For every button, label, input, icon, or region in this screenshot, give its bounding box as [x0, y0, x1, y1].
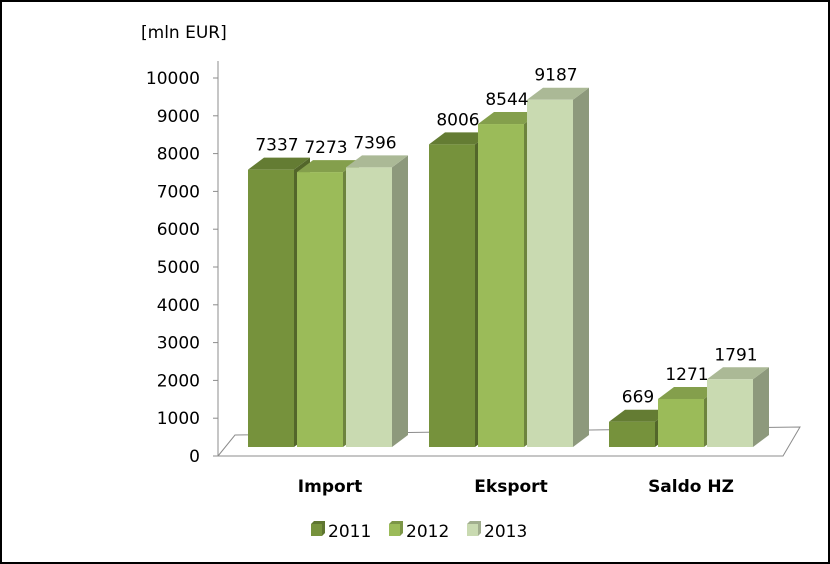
bar-front: [248, 169, 294, 447]
y-tick-label: 1000: [157, 409, 200, 429]
legend-item-2011: 2011: [311, 521, 371, 542]
bar-front: [429, 144, 475, 447]
y-tick-label: 7000: [157, 182, 200, 202]
bar-front: [527, 99, 573, 448]
category-label: Import: [298, 477, 362, 497]
bar-front: [297, 172, 343, 447]
bar-top: [248, 157, 310, 170]
bar-side: [753, 367, 769, 447]
y-tick-label: 8000: [157, 145, 200, 165]
data-label: 1271: [665, 365, 708, 385]
y-tick-label: 9000: [157, 107, 200, 127]
y-tick-label: 2000: [157, 371, 200, 391]
legend-label: 2012: [406, 522, 449, 542]
y-tick-label: 0: [189, 447, 200, 467]
legend-label: 2013: [484, 522, 527, 542]
bar-top: [609, 409, 671, 422]
legend-swatch-front: [311, 524, 322, 536]
bar-import-2013: [346, 155, 408, 447]
bar-top: [527, 87, 589, 100]
y-tick-label: 3000: [157, 334, 200, 354]
bar-eksport-2013: [527, 87, 589, 448]
data-label: 7396: [353, 133, 396, 153]
data-label: 7273: [304, 138, 347, 158]
bar-front: [478, 124, 524, 447]
bar-front: [658, 398, 704, 447]
y-tick-label: 4000: [157, 296, 200, 316]
y-tick-label: 10000: [146, 69, 200, 89]
bar-top: [346, 155, 408, 168]
bar-top: [658, 386, 720, 399]
bar-top: [478, 112, 540, 125]
legend-label: 2011: [328, 522, 371, 542]
y-tick-label: 6000: [157, 220, 200, 240]
bar-saldo-hz-2013: [707, 367, 769, 447]
y-axis-label: [mln EUR]: [141, 23, 227, 43]
bar-top: [297, 160, 359, 173]
data-label: 669: [622, 388, 654, 408]
data-label: 7337: [255, 136, 298, 156]
data-label: 8006: [436, 110, 479, 130]
bar-side: [573, 87, 589, 448]
legend-swatch-front: [467, 524, 478, 536]
category-label: Saldo HZ: [648, 477, 734, 497]
category-label: Eksport: [474, 477, 547, 497]
y-tick-label: 5000: [157, 258, 200, 278]
bar-top: [707, 367, 769, 380]
data-label: 8544: [485, 90, 528, 110]
data-label: 1791: [714, 345, 757, 365]
bar-front: [346, 167, 392, 447]
bar-front: [609, 421, 655, 447]
legend-item-2012: 2012: [389, 521, 449, 542]
legend-item-2013: 2013: [467, 521, 527, 542]
data-label: 9187: [534, 66, 577, 86]
bar-top: [429, 132, 491, 145]
legend-swatch-front: [389, 524, 400, 536]
bar-side: [392, 155, 408, 447]
bar-front: [707, 379, 753, 447]
